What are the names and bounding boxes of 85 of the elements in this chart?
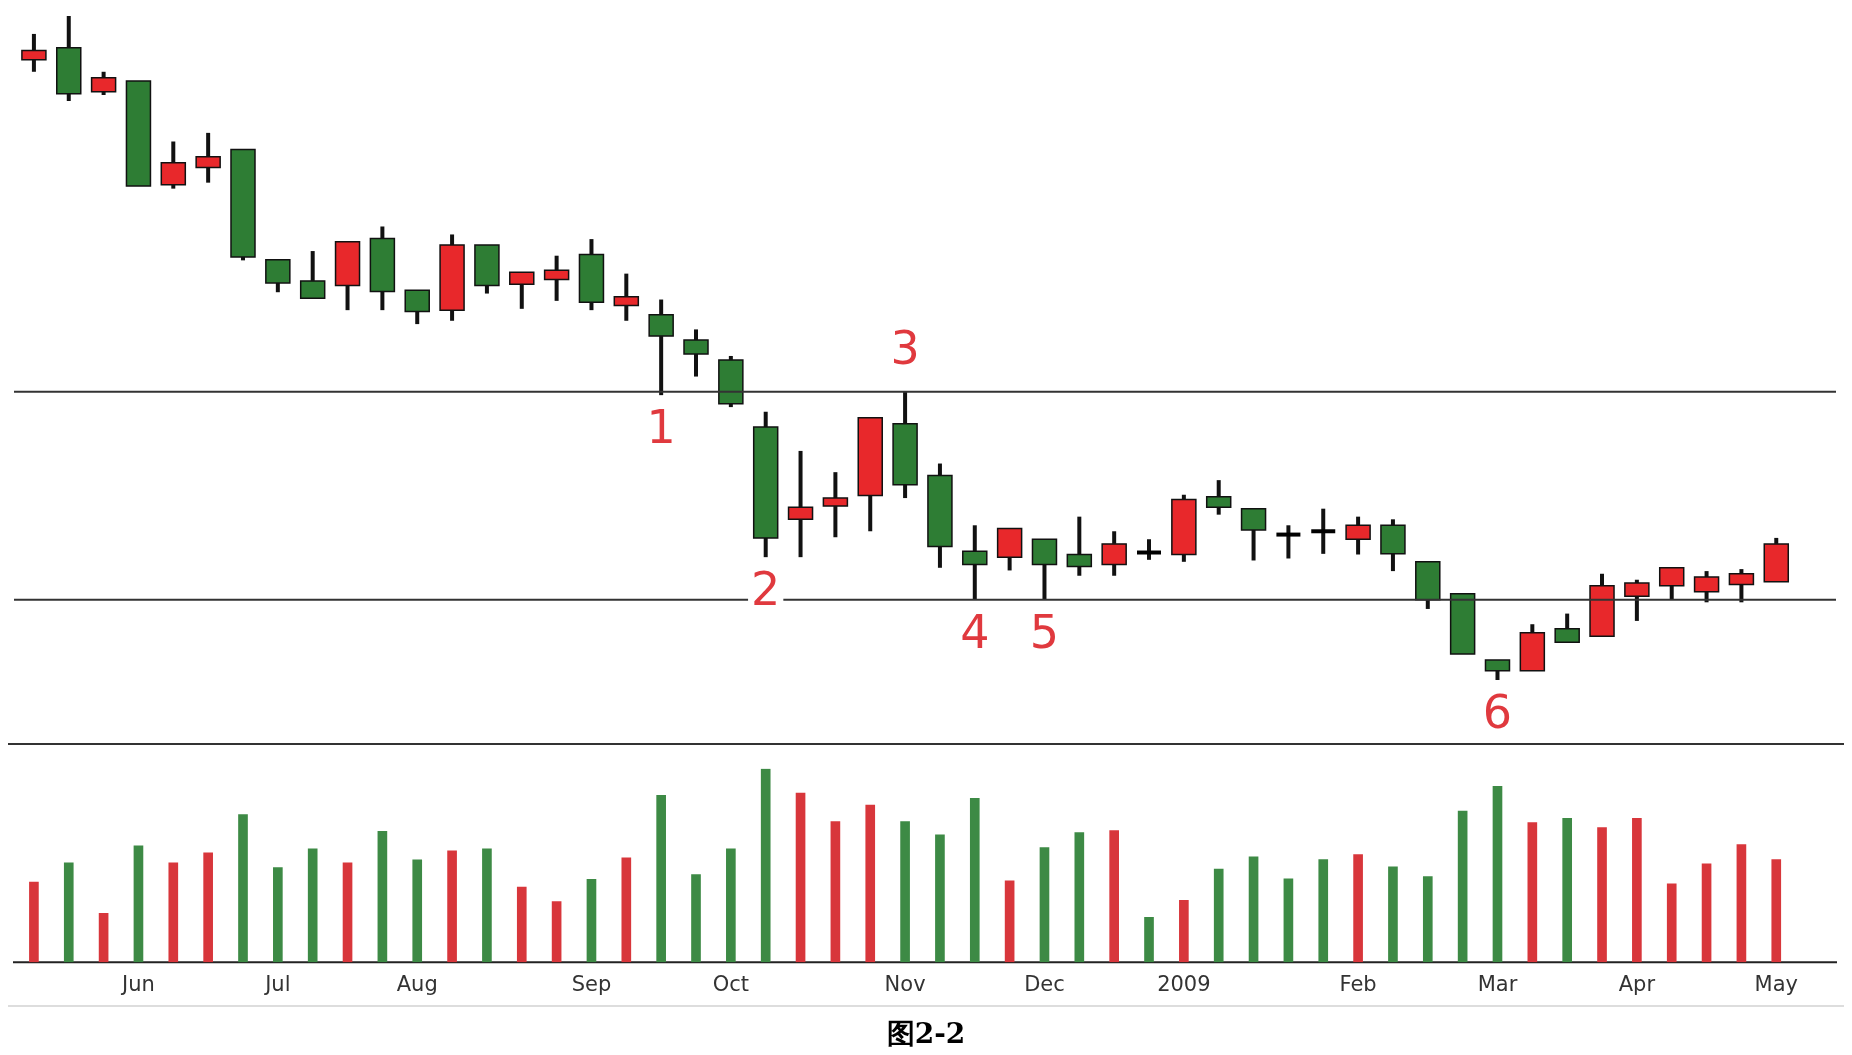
bar xyxy=(865,804,876,963)
candlestick xyxy=(1519,624,1546,672)
bar xyxy=(273,867,283,963)
annotation: 6 xyxy=(1482,684,1513,739)
bar xyxy=(1318,859,1329,963)
bar xyxy=(656,794,666,963)
bar xyxy=(726,848,736,963)
bar xyxy=(238,814,248,963)
bar xyxy=(1736,844,1747,963)
bar xyxy=(1248,856,1259,963)
bar xyxy=(168,862,179,963)
candlestick xyxy=(752,411,779,558)
candlestick xyxy=(1449,592,1476,655)
bar xyxy=(1457,810,1468,963)
bar xyxy=(1666,883,1677,963)
bar xyxy=(900,821,910,963)
candlestick xyxy=(996,527,1023,571)
bar xyxy=(1283,878,1294,963)
bar xyxy=(203,852,213,963)
candlestick xyxy=(892,391,918,499)
candlestick xyxy=(1205,480,1232,515)
bar xyxy=(1144,916,1154,963)
bar xyxy=(1597,827,1607,963)
bar xyxy=(1039,847,1050,963)
caption: 图2-2 xyxy=(885,1016,967,1052)
bar xyxy=(1771,859,1782,963)
x-tick-label: 2009 xyxy=(1157,972,1211,996)
candlestick xyxy=(160,141,187,189)
candlestick xyxy=(334,241,361,311)
x-tick-label: Jul xyxy=(263,972,291,996)
bar xyxy=(1527,822,1538,963)
bar xyxy=(98,913,109,963)
annotation: 4 xyxy=(960,604,990,659)
bar xyxy=(760,768,771,963)
bar xyxy=(1179,899,1189,963)
bar xyxy=(1422,876,1433,963)
bar xyxy=(1353,854,1363,963)
bar xyxy=(516,886,527,963)
candlestick xyxy=(857,416,883,532)
bar xyxy=(830,821,841,963)
x-tick-label: Sep xyxy=(571,972,612,996)
candlestick xyxy=(125,80,152,187)
x-tick-label: Jun xyxy=(120,972,155,996)
bar xyxy=(1701,863,1712,963)
bar xyxy=(935,834,945,963)
annotation: 5 xyxy=(1029,604,1060,659)
x-tick-label: Aug xyxy=(396,972,438,996)
bar xyxy=(1074,832,1085,963)
bar xyxy=(1562,817,1573,963)
bar xyxy=(691,874,701,963)
bar xyxy=(795,792,806,963)
bar xyxy=(969,798,980,963)
annotation: 2 xyxy=(751,562,781,617)
bar xyxy=(29,881,39,963)
bar xyxy=(551,901,562,963)
bar xyxy=(377,831,388,963)
bar xyxy=(482,848,492,963)
x-tick-label: Oct xyxy=(712,972,749,996)
bar xyxy=(63,862,74,963)
bar xyxy=(307,848,318,963)
bar xyxy=(1109,830,1119,963)
x-tick-label: May xyxy=(1754,972,1798,996)
bar xyxy=(621,857,632,963)
x-tick-label: Mar xyxy=(1477,972,1518,996)
bar xyxy=(342,862,353,963)
annotation: 1 xyxy=(646,400,676,455)
x-tick-label: Apr xyxy=(1618,972,1656,996)
annotation: 3 xyxy=(890,320,920,375)
candlestick xyxy=(1311,508,1336,554)
bar xyxy=(586,879,597,963)
candlestick xyxy=(369,226,396,311)
bar xyxy=(1213,868,1224,963)
bar xyxy=(1632,817,1642,963)
candlestick xyxy=(1240,507,1267,561)
bar xyxy=(447,850,457,963)
bar xyxy=(1492,786,1503,963)
bar xyxy=(412,859,423,963)
bar xyxy=(1004,880,1015,963)
x-tick-label: Feb xyxy=(1339,972,1377,996)
bar xyxy=(1388,866,1398,963)
candlestick xyxy=(1031,538,1058,600)
candlestick xyxy=(927,463,953,568)
x-tick-label: Nov xyxy=(884,972,926,996)
bar xyxy=(133,845,144,963)
x-tick-label: Dec xyxy=(1024,972,1065,996)
